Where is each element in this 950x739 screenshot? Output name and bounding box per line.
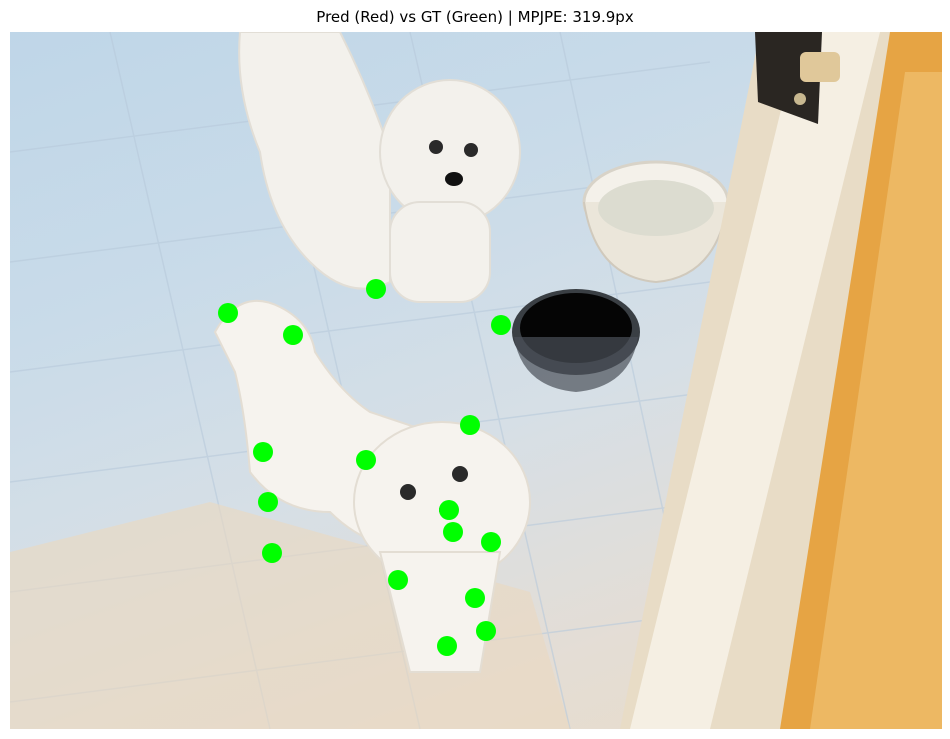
gt-keypoint (366, 279, 386, 299)
gt-keypoint (218, 303, 238, 323)
gt-keypoint (481, 532, 501, 552)
gt-keypoint (439, 500, 459, 520)
gt-keypoint (460, 415, 480, 435)
gt-keypoint (258, 492, 278, 512)
water-bowl (582, 160, 730, 284)
gt-keypoint (262, 543, 282, 563)
figure-image (10, 32, 942, 729)
gt-keypoint (465, 588, 485, 608)
gt-keypoint (283, 325, 303, 345)
figure-title: Pred (Red) vs GT (Green) | MPJPE: 319.9p… (316, 8, 634, 26)
gt-keypoint (491, 315, 511, 335)
gt-keypoint (476, 621, 496, 641)
door-frame (620, 32, 942, 729)
gt-keypoint (443, 522, 463, 542)
gt-keypoint (437, 636, 457, 656)
gt-keypoint (356, 450, 376, 470)
food-bowl (512, 289, 640, 392)
photo-scene (10, 32, 942, 729)
gt-keypoint (388, 570, 408, 590)
gt-keypoint (253, 442, 273, 462)
dog-top (238, 32, 521, 303)
gt-keypoints (218, 279, 511, 656)
